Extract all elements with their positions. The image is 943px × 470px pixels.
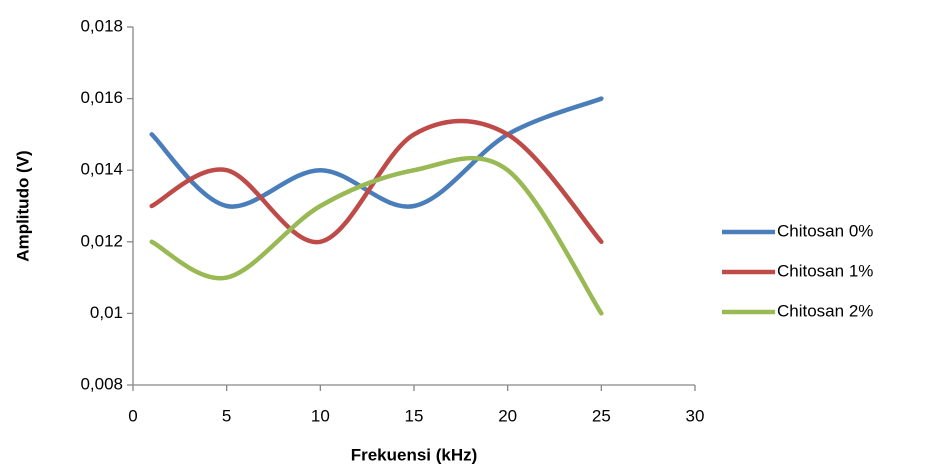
x-tick-label: 5 <box>222 406 231 425</box>
legend-label: Chitosan 1% <box>777 261 873 280</box>
y-tick-label: 0,014 <box>80 160 123 179</box>
y-tick-label: 0,012 <box>80 231 123 250</box>
x-tick-label: 20 <box>498 406 517 425</box>
y-tick-label: 0,016 <box>80 88 123 107</box>
x-tick-label: 10 <box>311 406 330 425</box>
x-tick-label: 30 <box>686 406 705 425</box>
x-tick-label: 25 <box>592 406 611 425</box>
y-tick-label: 0,01 <box>90 303 123 322</box>
legend-label: Chitosan 2% <box>777 301 873 320</box>
x-axis-label: Frekuensi (kHz) <box>351 445 478 464</box>
x-tick-label: 15 <box>405 406 424 425</box>
series-line <box>149 96 604 209</box>
y-axis-label: Amplitudo (V) <box>13 150 32 261</box>
y-tick-label: 0,018 <box>80 16 123 35</box>
y-tick-label: 0,008 <box>80 374 123 393</box>
x-tick-label: 0 <box>128 406 137 425</box>
series-line <box>149 155 604 316</box>
legend-label: Chitosan 0% <box>777 221 873 240</box>
